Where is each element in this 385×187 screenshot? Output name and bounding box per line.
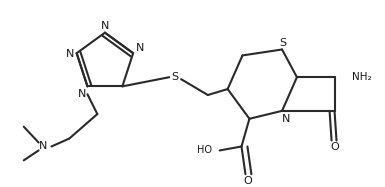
Text: N: N bbox=[136, 43, 144, 53]
Text: S: S bbox=[280, 38, 286, 47]
Text: S: S bbox=[172, 72, 179, 82]
Text: N: N bbox=[282, 114, 290, 124]
Text: N: N bbox=[101, 21, 109, 31]
Text: O: O bbox=[330, 142, 339, 152]
Text: N: N bbox=[78, 89, 87, 99]
Text: N: N bbox=[65, 49, 74, 59]
Text: HO: HO bbox=[197, 145, 212, 155]
Text: O: O bbox=[243, 176, 252, 186]
Text: NH₂: NH₂ bbox=[352, 72, 372, 82]
Text: N: N bbox=[39, 142, 48, 151]
